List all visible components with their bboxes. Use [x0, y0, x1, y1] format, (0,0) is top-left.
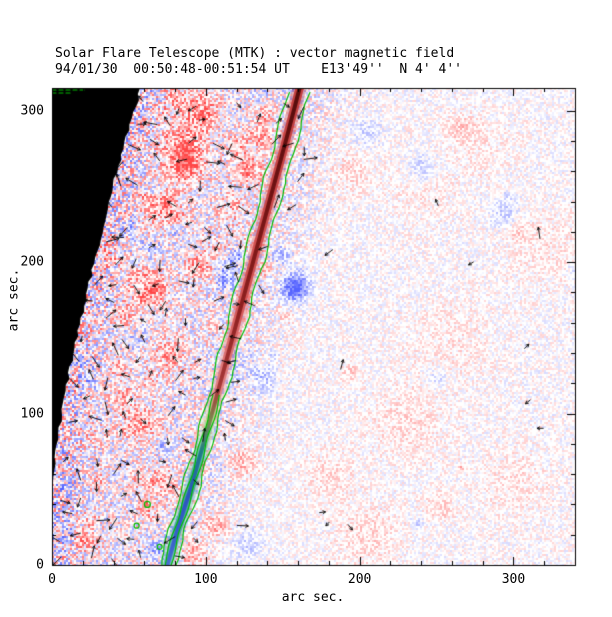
x-tick-label: 200	[347, 572, 372, 587]
x-axis-label: arc sec.	[281, 590, 345, 605]
x-tick-label: 100	[194, 572, 218, 587]
y-tick-label: 200	[20, 254, 44, 270]
plot-subtitle: 94/01/30 00:50:48-00:51:54 UT E13'49'' N…	[55, 62, 462, 77]
y-axis-label: arc sec.	[6, 268, 22, 332]
y-tick-label: 100	[20, 406, 44, 422]
y-tick-label: 300	[20, 103, 44, 119]
y-tick-label: 0	[36, 557, 44, 573]
x-tick-label: 300	[501, 572, 526, 587]
plot-title: Solar Flare Telescope (MTK) : vector mag…	[55, 46, 455, 61]
x-tick-label: 0	[48, 572, 56, 587]
